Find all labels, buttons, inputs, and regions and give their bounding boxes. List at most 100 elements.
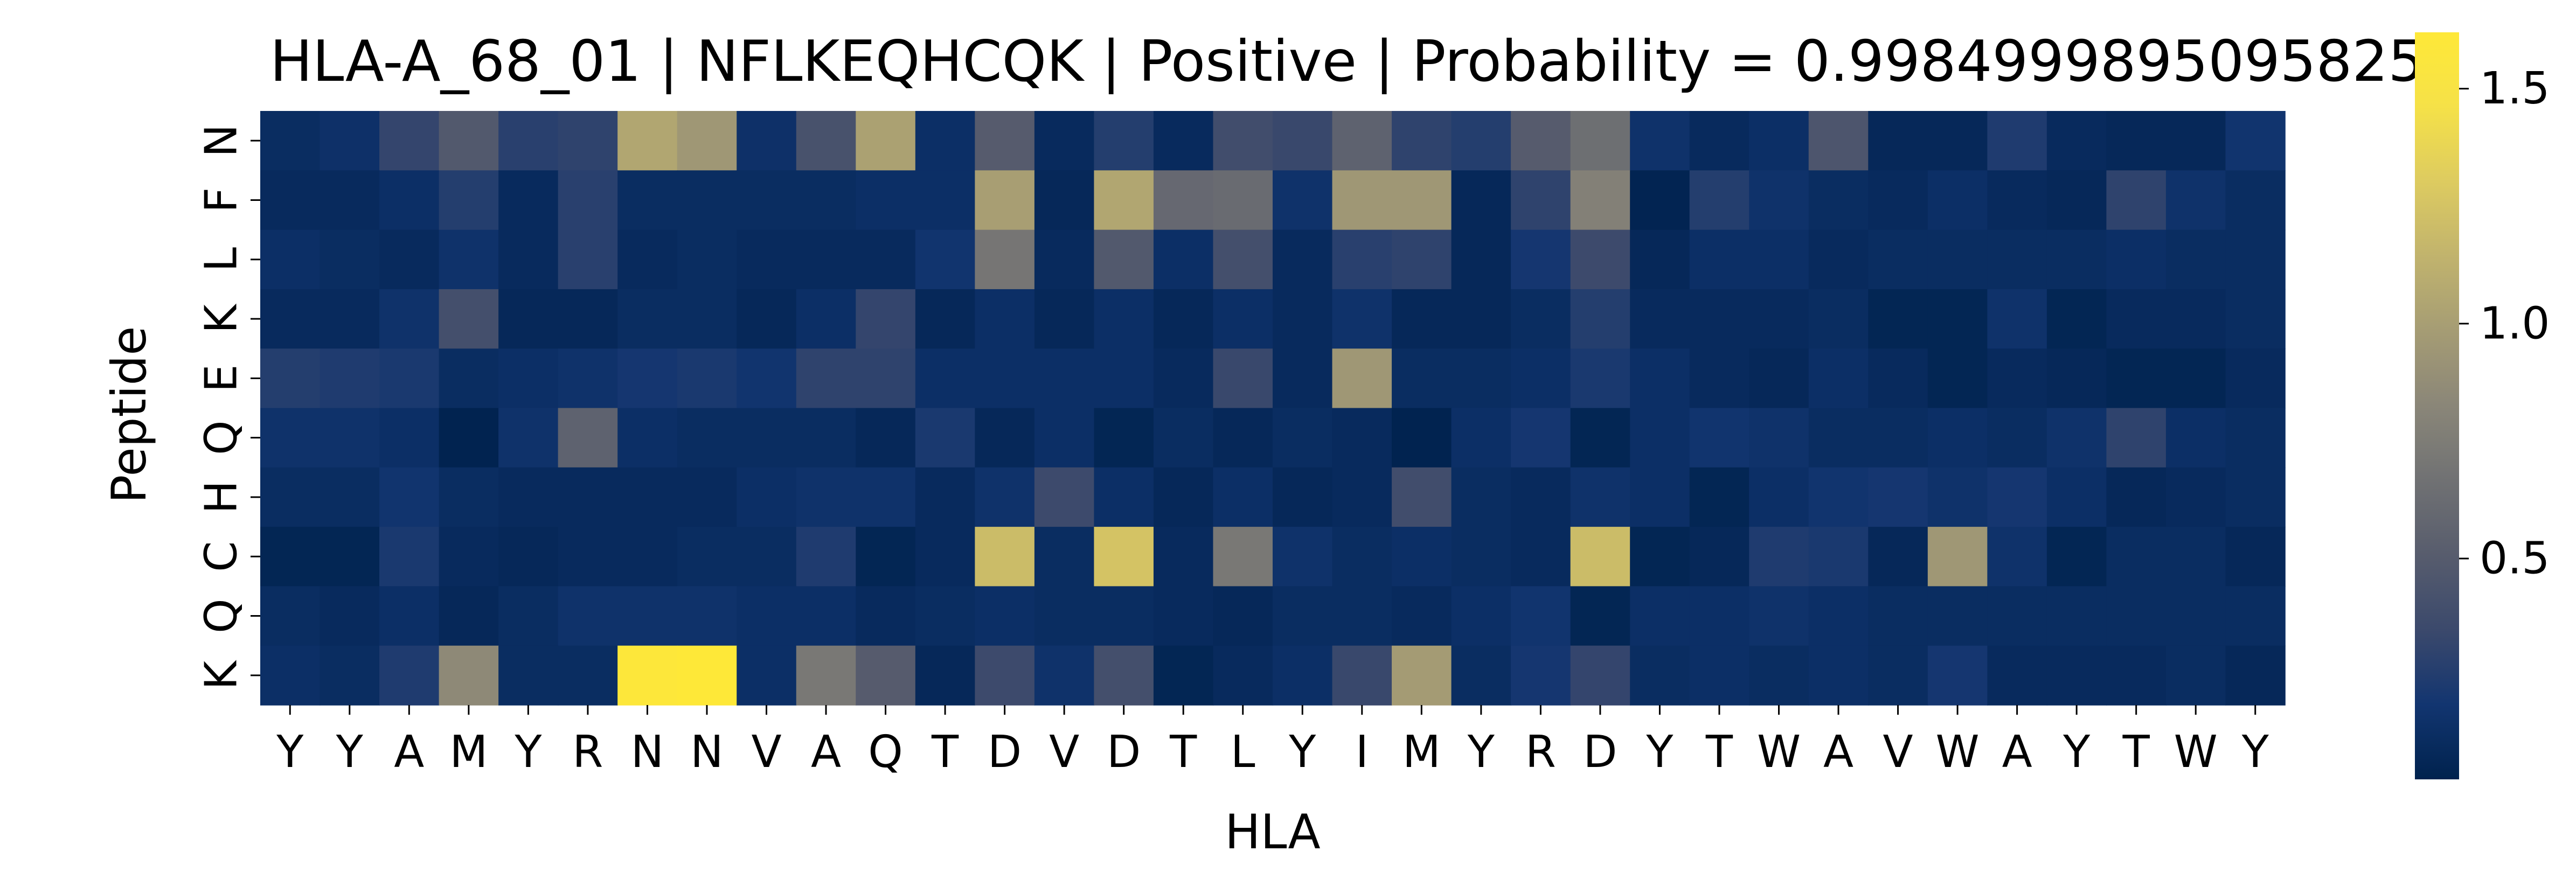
heatmap-cell [617, 408, 678, 468]
x-tick-label: W [2174, 727, 2218, 778]
heatmap-cell [1213, 111, 1273, 171]
heatmap-cell [796, 408, 857, 468]
heatmap-cell [915, 408, 976, 468]
heatmap-cell [1630, 111, 1690, 171]
heatmap-cell [260, 229, 321, 290]
heatmap-cell [2046, 170, 2107, 231]
heatmap-cell [558, 467, 618, 527]
heatmap-cell [1332, 229, 1392, 290]
heatmap-cell [1927, 467, 1988, 527]
colorbar-ticks: 0.5 1.0 1.5 [2459, 63, 2550, 584]
heatmap-cell [1570, 348, 1630, 409]
heatmap-cell [1689, 348, 1750, 409]
heatmap-cell [2165, 229, 2226, 290]
heatmap-cell [2225, 586, 2286, 646]
heatmap-cell [856, 527, 916, 587]
heatmap-cell [856, 467, 916, 527]
heatmap-cell [558, 408, 618, 468]
heatmap-cell [1511, 527, 1571, 587]
heatmap-cell [1749, 348, 1809, 409]
heatmap-cell [1511, 348, 1571, 409]
heatmap-cell [379, 527, 440, 587]
heatmap-cell [439, 111, 499, 171]
heatmap-cell [260, 289, 321, 349]
heatmap-cell [1570, 527, 1630, 587]
heatmap-cell [677, 289, 738, 349]
heatmap-cell [1749, 170, 1809, 231]
colorbar-tick-label: 1.0 [2480, 298, 2550, 349]
heatmap-cell [439, 408, 499, 468]
heatmap-cell [1689, 229, 1750, 290]
heatmap-cell [558, 586, 618, 646]
heatmap-cell [2046, 408, 2107, 468]
heatmap-cell [617, 467, 678, 527]
heatmap-cell [260, 527, 321, 587]
heatmap-cell [856, 348, 916, 409]
heatmap-cell [677, 645, 738, 706]
heatmap-cell [558, 527, 618, 587]
heatmap-cell [1094, 170, 1154, 231]
heatmap-cell [2046, 467, 2107, 527]
heatmap-cell [1451, 170, 1511, 231]
heatmap-cell [1868, 229, 1928, 290]
heatmap-cell [1749, 229, 1809, 290]
heatmap-cell [975, 170, 1035, 231]
heatmap-cell [1153, 111, 1214, 171]
heatmap-cell [260, 348, 321, 409]
x-tick-label: T [931, 727, 959, 778]
heatmap-cell [1868, 289, 1928, 349]
heatmap-cell [677, 111, 738, 171]
y-tick-label: Q [196, 598, 247, 633]
heatmap-cell [1392, 111, 1452, 171]
heatmap-cell [498, 111, 559, 171]
heatmap-cell [1749, 467, 1809, 527]
heatmap-cell [2225, 527, 2286, 587]
x-tick-label: A [811, 727, 841, 778]
heatmap-cell [1570, 586, 1630, 646]
heatmap-cell [1868, 111, 1928, 171]
heatmap-cell [856, 645, 916, 706]
heatmap-cell [1094, 408, 1154, 468]
heatmap-cell [1332, 645, 1392, 706]
heatmap-cell [1273, 527, 1333, 587]
heatmap-cell [558, 348, 618, 409]
x-tick-label: M [1402, 727, 1441, 778]
heatmap-cell [617, 289, 678, 349]
heatmap-cell [498, 229, 559, 290]
heatmap-cell [737, 111, 797, 171]
heatmap-cell [617, 111, 678, 171]
heatmap-cell [1570, 229, 1630, 290]
x-tick-label: N [631, 727, 664, 778]
heatmap-cell [1868, 527, 1928, 587]
heatmap-cell [1451, 229, 1511, 290]
heatmap-cell [260, 586, 321, 646]
heatmap-cell [1332, 170, 1392, 231]
heatmap-cell [617, 170, 678, 231]
heatmap-cell [498, 408, 559, 468]
heatmap-cell [320, 527, 380, 587]
heatmap-cell [796, 586, 857, 646]
heatmap-cell [2165, 170, 2226, 231]
heatmap-cell [558, 289, 618, 349]
heatmap-cell [320, 111, 380, 171]
x-tick-label: Y [1645, 727, 1674, 778]
heatmap-cell [1213, 645, 1273, 706]
heatmap-cell [737, 586, 797, 646]
heatmap-cell [737, 527, 797, 587]
heatmap-cell [975, 586, 1035, 646]
heatmap-cell [1213, 348, 1273, 409]
y-tick-label: H [196, 480, 247, 514]
x-tick-label: A [394, 727, 424, 778]
heatmap-cell [1392, 170, 1452, 231]
heatmap-cell [1451, 586, 1511, 646]
heatmap-cell [617, 229, 678, 290]
heatmap-cell [677, 408, 738, 468]
heatmap-cell [1273, 586, 1333, 646]
heatmap-cell [498, 645, 559, 706]
heatmap-cell [1868, 348, 1928, 409]
heatmap-cell [1094, 527, 1154, 587]
heatmap-cell [1689, 111, 1750, 171]
heatmap-cell [439, 289, 499, 349]
heatmap-cell [2165, 289, 2226, 349]
heatmap-cell [2106, 348, 2167, 409]
